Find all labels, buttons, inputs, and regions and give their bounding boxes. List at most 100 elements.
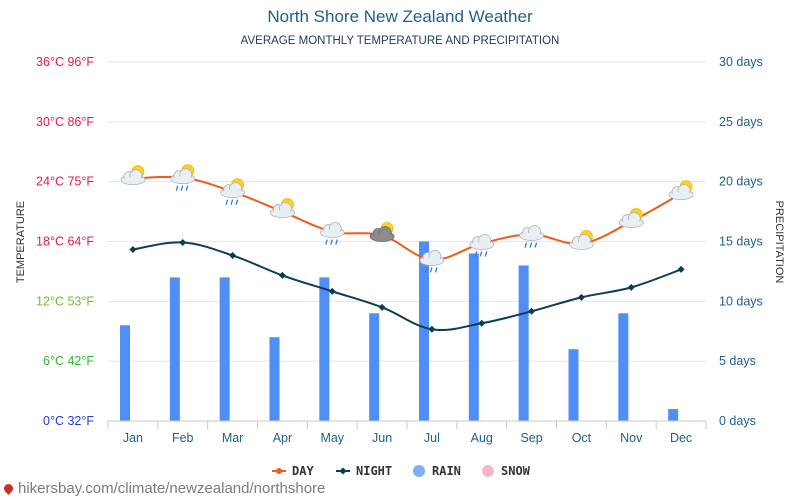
- watermark[interactable]: hikersbay.com/climate/newzealand/northsh…: [2, 480, 326, 497]
- cloud-base: [221, 190, 244, 198]
- legend-rain-label: RAIN: [432, 464, 461, 478]
- y-axis-title-left: TEMPERATURE: [15, 201, 27, 283]
- raindrop: [474, 251, 478, 257]
- raindrop: [330, 239, 333, 245]
- month-label: Dec: [670, 431, 692, 445]
- raindrop: [424, 267, 428, 273]
- rain-bar: [468, 253, 479, 421]
- sun-cloud-icon: [270, 198, 295, 218]
- raindrop: [429, 267, 433, 273]
- month-label: Apr: [273, 431, 292, 445]
- cloud-base: [420, 257, 443, 265]
- raindrop: [484, 251, 488, 257]
- rain-bars: [120, 241, 679, 421]
- rain-bar: [219, 277, 230, 421]
- night-line: [132, 241, 682, 331]
- raindrop: [325, 239, 328, 245]
- cloud-base: [171, 176, 194, 184]
- raindrop: [479, 251, 483, 257]
- legend-night-label: NIGHT: [356, 464, 392, 478]
- watermark-text: hikersbay.com/climate/newzealand/northsh…: [18, 480, 326, 497]
- chart-title: North Shore New Zealand Weather: [267, 7, 533, 26]
- rain-bar: [319, 277, 330, 421]
- precipitation-tick-label: 5 days: [719, 354, 756, 368]
- rain-bar: [169, 277, 180, 421]
- legend-snow-dot: [482, 465, 494, 477]
- month-label: Oct: [572, 431, 592, 445]
- axes: 0°C 32°F 0 days 6°C 42°F 5 days 12°C 53°F 10 …: [15, 55, 785, 445]
- precipitation-tick-label: 25 days: [719, 115, 763, 129]
- temperature-tick-label: 36°C 96°F: [36, 55, 94, 69]
- sun-cloud-icon: [668, 180, 694, 201]
- precipitation-tick-label: 20 days: [719, 175, 763, 189]
- rain-bar: [369, 313, 380, 421]
- grid-layer: [108, 61, 706, 362]
- cloud-base: [620, 220, 643, 228]
- precipitation-tick-label: 30 days: [719, 55, 763, 69]
- month-label: Feb: [172, 431, 194, 445]
- night-point: [677, 265, 685, 273]
- month-label: Mar: [222, 431, 244, 445]
- month-label: Nov: [620, 431, 643, 445]
- sun-cloud-icon: [618, 208, 644, 228]
- raindrop: [225, 199, 229, 205]
- raindrop: [235, 199, 239, 205]
- chart-subtitle: AVERAGE MONTHLY TEMPERATURE AND PRECIPIT…: [240, 35, 560, 47]
- rain-cloud-icon: [319, 222, 345, 245]
- temperature-lines: [129, 175, 685, 333]
- month-label: May: [320, 431, 344, 445]
- cloud-base: [670, 192, 693, 200]
- night-point: [179, 238, 187, 246]
- raindrop: [534, 242, 538, 248]
- rain-cloud-icon: [469, 234, 495, 257]
- y-axis-title-right: PRECIPITATION: [773, 201, 785, 284]
- cloud-base: [371, 234, 394, 242]
- legend: DAY NIGHT RAIN SNOW: [272, 464, 531, 478]
- precipitation-tick-label: 10 days: [719, 294, 763, 308]
- temperature-tick-label: 18°C 64°F: [36, 235, 94, 249]
- temperature-tick-label: 12°C 53°F: [36, 294, 94, 308]
- night-point: [328, 287, 336, 295]
- rain-bar: [269, 337, 280, 421]
- rain-bar: [518, 265, 529, 421]
- rain-cloud-icon: [519, 225, 544, 248]
- rain-cloud-icon: [419, 250, 445, 273]
- cloud-base: [570, 241, 593, 249]
- cloud-base: [470, 241, 493, 249]
- night-point: [278, 271, 286, 279]
- legend-rain-dot: [413, 465, 425, 477]
- cloud-base: [271, 210, 294, 218]
- night-point: [627, 283, 635, 291]
- raindrop: [185, 185, 189, 191]
- month-label: Jan: [123, 431, 143, 445]
- rain-bar: [568, 349, 579, 421]
- rain-bar: [419, 241, 429, 421]
- night-point: [378, 303, 386, 311]
- sun-cloud-icon: [569, 230, 594, 250]
- month-label: Sep: [520, 431, 542, 445]
- rain-sun-cloud-icon: [170, 164, 196, 191]
- legend-day-dot: [276, 468, 282, 474]
- rain-sun-cloud-icon: [220, 178, 245, 205]
- night-point: [577, 293, 585, 301]
- precipitation-tick-label: 15 days: [719, 235, 763, 249]
- day-line: [132, 175, 682, 261]
- temperature-tick-label: 30°C 86°F: [36, 115, 94, 129]
- raindrop: [230, 199, 234, 205]
- night-point: [129, 245, 137, 253]
- raindrop: [180, 185, 184, 191]
- raindrop: [529, 242, 533, 248]
- cloud-base: [321, 230, 344, 238]
- rain-bar: [668, 409, 679, 421]
- temperature-tick-label: 6°C 42°F: [43, 354, 94, 368]
- legend-day-label: DAY: [292, 464, 314, 478]
- temperature-tick-label: 24°C 75°F: [36, 175, 94, 189]
- rain-bar: [120, 325, 130, 421]
- temperature-tick-label: 0°C 32°F: [43, 414, 94, 428]
- raindrop: [434, 267, 438, 273]
- legend-snow-label: SNOW: [501, 464, 531, 478]
- legend-night-diamond: [339, 467, 347, 475]
- sun-cloud-icon: [120, 165, 146, 186]
- cloud-base: [520, 233, 543, 241]
